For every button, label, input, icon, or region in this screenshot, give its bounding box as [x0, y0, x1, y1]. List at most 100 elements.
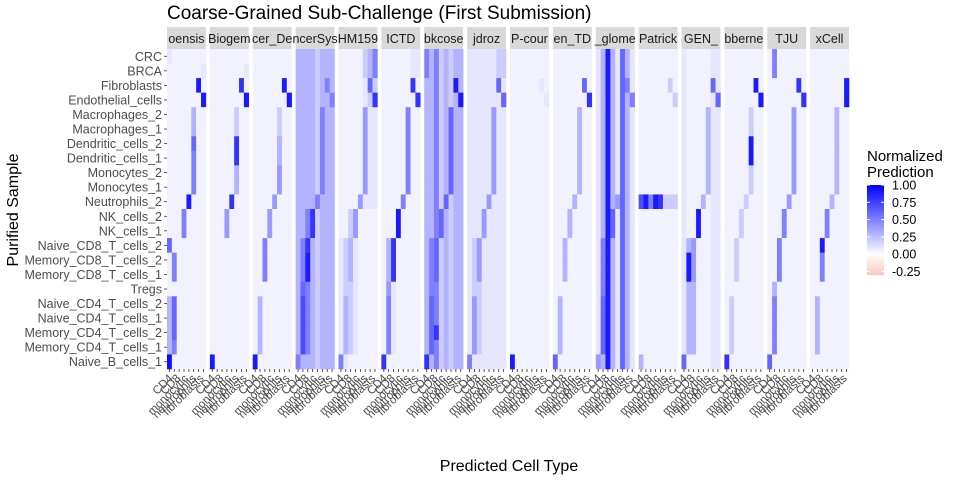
heatmap-cell: [662, 121, 669, 137]
heatmap-cell: [814, 121, 821, 137]
heatmap-cell: [300, 209, 306, 224]
heatmap-cell: [424, 63, 430, 79]
heatmap-cell: [772, 150, 778, 166]
heatmap-cell: [729, 136, 735, 152]
heatmap-cell: [615, 223, 621, 239]
heatmap-cell: [586, 107, 593, 123]
heatmap-cell: [496, 267, 502, 283]
heatmap-cell: [391, 165, 397, 181]
heatmap-cell: [844, 121, 850, 137]
heatmap-cell: [381, 165, 387, 181]
heatmap-cell: [410, 179, 416, 195]
heatmap-cell: [715, 252, 721, 268]
heatmap-cell: [552, 238, 559, 253]
heatmap-cell: [801, 252, 807, 268]
heatmap-cell: [201, 49, 207, 64]
heatmap-cell: [577, 209, 583, 224]
heatmap-cell: [753, 267, 759, 283]
heatmap-cell: [577, 354, 583, 370]
heatmap-cell: [810, 325, 816, 341]
heatmap-cell: [544, 325, 550, 341]
heatmap-cell: [595, 136, 601, 152]
heatmap-cell: [577, 165, 583, 181]
heatmap-cell: [191, 92, 197, 108]
heatmap-cell: [186, 136, 192, 152]
heatmap-cell: [552, 179, 559, 195]
heatmap-cell: [286, 296, 292, 312]
heatmap-cell: [748, 150, 754, 166]
facet-label: GEN_: [684, 32, 719, 46]
heatmap-cell: [810, 209, 816, 224]
heatmap-cell: [405, 194, 411, 210]
heatmap-cell: [781, 223, 787, 239]
heatmap-cell: [605, 296, 611, 312]
heatmap-cell: [700, 325, 707, 341]
heatmap-cell: [544, 179, 550, 195]
heatmap-cell: [295, 63, 301, 79]
heatmap-cell: [572, 49, 578, 64]
heatmap-cell: [819, 281, 825, 297]
heatmap-cell: [448, 252, 454, 268]
heatmap-cell: [734, 165, 740, 181]
heatmap-cell: [201, 92, 207, 108]
heatmap-cell: [362, 339, 368, 355]
heatmap-cell: [272, 78, 278, 93]
heatmap-cell: [353, 63, 359, 79]
heatmap-cell: [552, 325, 559, 341]
heatmap-cell: [167, 223, 173, 239]
heatmap-cell: [405, 296, 411, 312]
heatmap-cell: [324, 223, 330, 239]
heatmap-cell: [381, 150, 387, 166]
heatmap-cell: [300, 179, 306, 195]
heatmap-cell: [629, 325, 635, 341]
heatmap-cell: [386, 238, 392, 253]
heatmap-cell: [224, 78, 230, 93]
heatmap-cell: [453, 354, 459, 370]
heatmap-cell: [648, 92, 654, 108]
heatmap-cell: [171, 252, 178, 268]
heatmap-cell: [610, 223, 616, 239]
heatmap-cell: [748, 252, 754, 268]
heatmap-cell: [610, 150, 616, 166]
heatmap-cell: [729, 165, 735, 181]
heatmap-cell: [300, 136, 306, 152]
heatmap-cell: [748, 310, 754, 326]
heatmap-cell: [476, 223, 482, 239]
heatmap-cell: [410, 296, 416, 312]
heatmap-cell: [229, 267, 235, 283]
heatmap-cell: [705, 325, 711, 341]
heatmap-cell: [191, 281, 197, 297]
heatmap-cell: [167, 136, 173, 152]
heatmap-cell: [234, 121, 240, 137]
heatmap-cell: [257, 179, 263, 195]
heatmap-cell: [171, 121, 178, 137]
heatmap-cell: [544, 252, 550, 268]
heatmap-cell: [219, 252, 225, 268]
heatmap-cell: [486, 281, 492, 297]
heatmap-cell: [429, 136, 435, 152]
heatmap-cell: [386, 63, 392, 79]
heatmap-cell: [471, 267, 478, 283]
heatmap-cell: [367, 310, 373, 326]
heatmap-cell: [186, 209, 192, 224]
heatmap-cell: [310, 281, 316, 297]
heatmap-cell: [824, 325, 830, 341]
heatmap-cell: [629, 136, 635, 152]
heatmap-cell: [801, 63, 807, 79]
heatmap-cell: [600, 194, 606, 210]
heatmap-cell: [791, 150, 797, 166]
legend-tick-label: 0.25: [892, 230, 916, 244]
heatmap-cell: [691, 179, 697, 195]
heatmap-cell: [348, 354, 354, 370]
heatmap-cell: [305, 179, 311, 195]
heatmap-cell: [539, 310, 545, 326]
heatmap-cell: [667, 194, 673, 210]
heatmap-cell: [524, 49, 530, 64]
heatmap-cell: [310, 92, 316, 108]
heatmap-cell: [586, 194, 593, 210]
heatmap-cell: [610, 121, 616, 137]
heatmap-cell: [577, 296, 583, 312]
heatmap-cell: [481, 121, 487, 137]
heatmap-cell: [395, 78, 402, 93]
heatmap-cell: [252, 78, 258, 93]
